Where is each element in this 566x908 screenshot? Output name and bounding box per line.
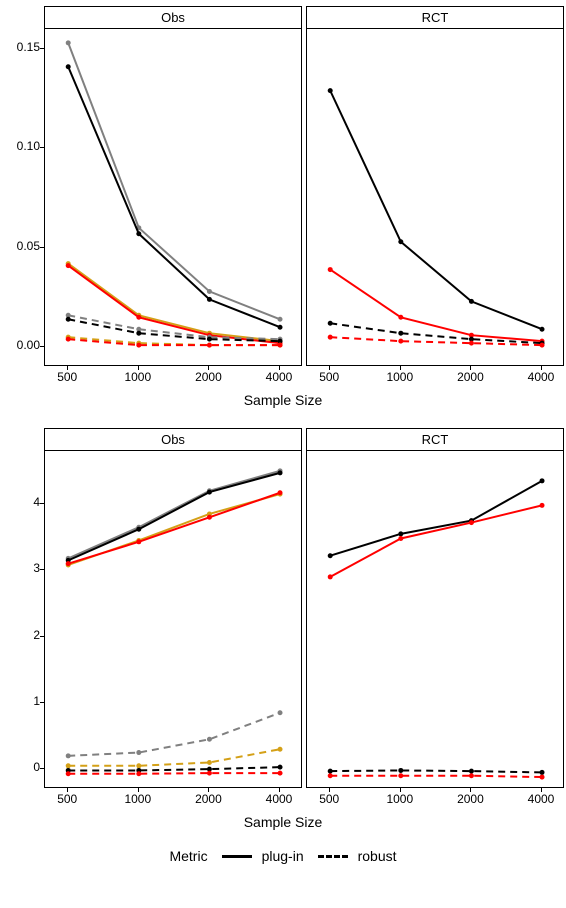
- bottom-rct-strip: RCT: [306, 428, 564, 450]
- strip-label: RCT: [422, 432, 449, 447]
- x-tick-label: 4000: [261, 370, 297, 384]
- legend-label: robust: [358, 848, 397, 864]
- top-obs-svg: [45, 29, 303, 367]
- x-tick-label: 500: [49, 370, 85, 384]
- y-tick-label: 4: [33, 495, 40, 509]
- x-tick-label: 500: [49, 792, 85, 806]
- top-rct-svg: [307, 29, 565, 367]
- x-tick-label: 4000: [523, 792, 559, 806]
- strip-label: RCT: [422, 10, 449, 25]
- bottom-obs-strip: Obs: [44, 428, 302, 450]
- y-tick-label: 2: [33, 628, 40, 642]
- top-rct-strip: RCT: [306, 6, 564, 28]
- legend-item-plugin: plug-in: [222, 848, 304, 864]
- y-tick-label: 3: [33, 561, 40, 575]
- x-tick-label: 2000: [190, 792, 226, 806]
- bottom-rct-svg: [307, 451, 565, 789]
- legend-line-dashed: [318, 855, 348, 858]
- legend-item-robust: robust: [318, 848, 397, 864]
- x-tick-label: 1000: [120, 370, 156, 384]
- x-tick-label: 2000: [190, 370, 226, 384]
- x-tick-label: 2000: [452, 792, 488, 806]
- x-tick-label: 1000: [382, 370, 418, 384]
- x-axis-title-text: Sample Size: [244, 814, 323, 830]
- bottom-obs-panel: [44, 450, 302, 788]
- y-tick-label: 0.05: [17, 239, 40, 253]
- legend-title: Metric: [169, 848, 207, 864]
- x-tick-label: 500: [311, 792, 347, 806]
- x-tick-label: 2000: [452, 370, 488, 384]
- legend-label: plug-in: [262, 848, 304, 864]
- y-tick-label: 0: [33, 760, 40, 774]
- x-tick-label: 500: [311, 370, 347, 384]
- y-tick-label: 1: [33, 694, 40, 708]
- strip-label: Obs: [161, 432, 185, 447]
- strip-label: Obs: [161, 10, 185, 25]
- y-tick-label: 0.00: [17, 338, 40, 352]
- y-tick-label: 0.10: [17, 139, 40, 153]
- top-obs-panel: [44, 28, 302, 366]
- x-tick-label: 1000: [382, 792, 418, 806]
- x-axis-title-top: Sample Size: [0, 392, 566, 408]
- top-obs-strip: Obs: [44, 6, 302, 28]
- bottom-obs-svg: [45, 451, 303, 789]
- y-tick-label: 0.15: [17, 40, 40, 54]
- x-tick-label: 1000: [120, 792, 156, 806]
- legend: Metric plug-in robust: [0, 848, 566, 864]
- legend-line-solid: [222, 855, 252, 858]
- x-axis-title-text: Sample Size: [244, 392, 323, 408]
- x-tick-label: 4000: [523, 370, 559, 384]
- x-tick-label: 4000: [261, 792, 297, 806]
- x-axis-title-bottom: Sample Size: [0, 814, 566, 830]
- bottom-rct-panel: [306, 450, 564, 788]
- top-rct-panel: [306, 28, 564, 366]
